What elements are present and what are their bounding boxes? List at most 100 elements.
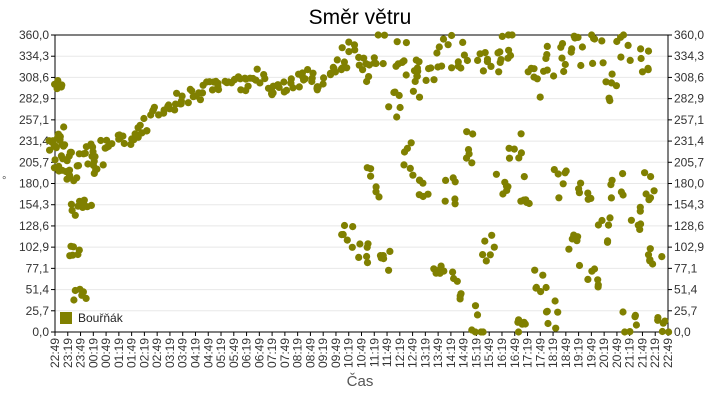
x-tick-label: 00:49: [99, 338, 113, 368]
data-point: [99, 161, 107, 169]
data-point: [308, 77, 316, 86]
data-point: [87, 201, 95, 209]
data-point: [577, 179, 585, 187]
legend-label: Bouřňák: [78, 311, 123, 325]
data-point: [490, 243, 498, 251]
data-point: [155, 111, 163, 119]
data-point: [338, 65, 346, 73]
data-point: [462, 154, 471, 162]
data-point: [463, 128, 471, 136]
data-point: [626, 328, 634, 336]
data-point: [402, 71, 410, 79]
data-point: [575, 261, 584, 270]
data-point: [67, 200, 75, 208]
data-point: [543, 51, 551, 59]
y-tick-label-right: 102,9: [674, 240, 704, 254]
data-point: [619, 191, 627, 199]
x-tick-label: 23:49: [74, 338, 88, 368]
data-point: [63, 175, 71, 183]
data-point: [242, 75, 250, 83]
y-tick-label-left: 180,0: [19, 177, 49, 191]
data-point: [393, 38, 401, 46]
x-tick-label: 08:49: [303, 338, 317, 368]
data-point: [386, 247, 394, 255]
x-tick-label: 21:19: [623, 338, 637, 368]
data-point: [120, 139, 128, 148]
data-point: [573, 237, 581, 245]
data-point: [70, 296, 78, 304]
data-point: [482, 257, 490, 265]
x-tick-label: 18:49: [559, 338, 573, 368]
data-point: [451, 178, 459, 186]
data-point: [140, 114, 148, 123]
data-point: [295, 70, 303, 78]
data-point: [355, 253, 363, 261]
x-tick-label: 02:19: [137, 338, 151, 368]
data-point: [636, 203, 644, 211]
data-point: [515, 154, 523, 162]
data-point: [544, 319, 552, 328]
data-point: [309, 69, 317, 77]
data-point: [637, 220, 645, 228]
data-point: [343, 236, 351, 244]
data-point: [363, 243, 371, 251]
y-tick-label-right: 334,3: [674, 49, 704, 63]
data-point: [590, 34, 598, 43]
data-point: [410, 67, 419, 75]
data-point: [658, 327, 667, 336]
y-tick-label-left: 334,3: [19, 49, 49, 63]
data-point: [51, 156, 59, 164]
data-point: [380, 31, 389, 39]
x-tick-label: 16:19: [495, 338, 509, 368]
data-point: [606, 214, 614, 222]
data-point: [473, 311, 482, 319]
data-point: [150, 103, 158, 111]
data-point: [362, 60, 370, 68]
data-point: [589, 59, 597, 67]
data-point: [471, 302, 480, 310]
x-tick-label: 22:49: [48, 338, 62, 368]
data-point: [508, 31, 516, 39]
data-point: [626, 56, 634, 64]
data-point: [552, 324, 560, 332]
data-point: [543, 42, 551, 51]
data-point: [451, 200, 459, 208]
y-tick-label-left: 154,3: [19, 198, 49, 212]
data-point: [481, 49, 489, 57]
data-point: [498, 32, 506, 41]
data-point: [438, 62, 446, 70]
data-point: [619, 308, 627, 316]
x-tick-label: 17:19: [521, 338, 535, 368]
data-point: [533, 75, 541, 83]
data-point: [108, 140, 116, 148]
data-point: [550, 72, 558, 80]
data-point: [359, 66, 367, 74]
data-point: [253, 65, 261, 73]
data-point: [459, 38, 467, 47]
data-point: [644, 47, 653, 55]
data-point: [642, 190, 650, 198]
data-point: [128, 135, 136, 143]
x-tick-label: 12:49: [406, 338, 420, 368]
data-point: [214, 86, 223, 94]
data-point: [612, 82, 621, 90]
data-point: [340, 58, 348, 66]
data-point: [464, 146, 473, 154]
data-point: [604, 221, 613, 229]
data-point: [80, 150, 88, 158]
y-tick-label-left: 231,4: [19, 134, 49, 148]
y-tick-label-right: 282,9: [674, 92, 704, 106]
data-point: [481, 237, 489, 245]
data-point: [59, 142, 68, 150]
data-point: [249, 74, 257, 83]
data-point: [63, 157, 71, 165]
data-point: [320, 74, 328, 82]
x-tick-label: 22:49: [661, 338, 675, 368]
data-point: [621, 328, 629, 336]
data-point: [565, 245, 573, 253]
x-tick-label: 19:19: [572, 338, 586, 368]
data-point: [375, 193, 383, 201]
data-point: [275, 83, 283, 91]
y-tick-label-left: 25,7: [26, 304, 50, 318]
